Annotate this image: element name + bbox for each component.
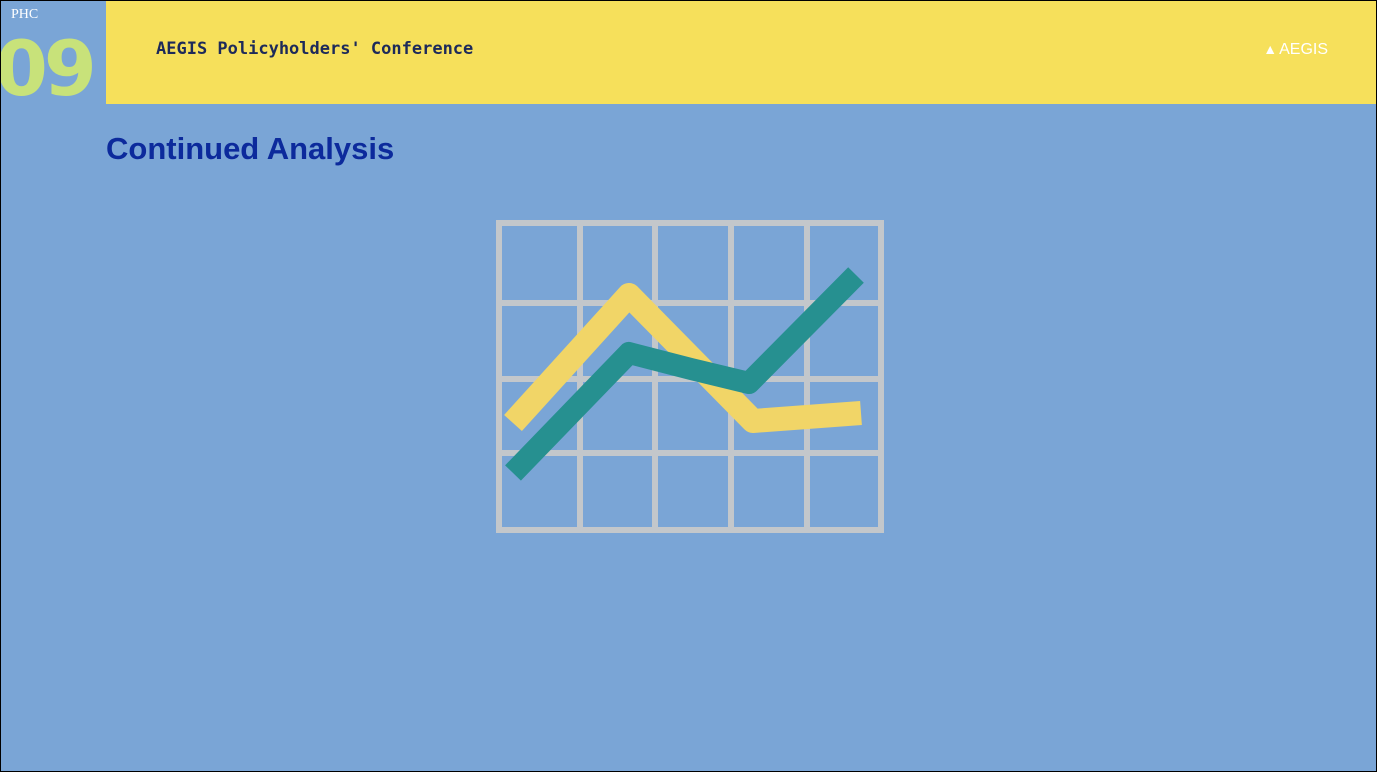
badge-label: PHC	[11, 7, 39, 22]
badge-number: 09	[1, 24, 97, 105]
badge: PHC 09	[1, 1, 106, 104]
chart-clipart	[491, 213, 891, 543]
logo: AEGIS	[1263, 41, 1328, 59]
header-bar	[1, 1, 1376, 104]
conference-name: AEGIS Policyholders' Conference	[156, 39, 474, 59]
slide-title: Continued Analysis	[106, 131, 395, 166]
